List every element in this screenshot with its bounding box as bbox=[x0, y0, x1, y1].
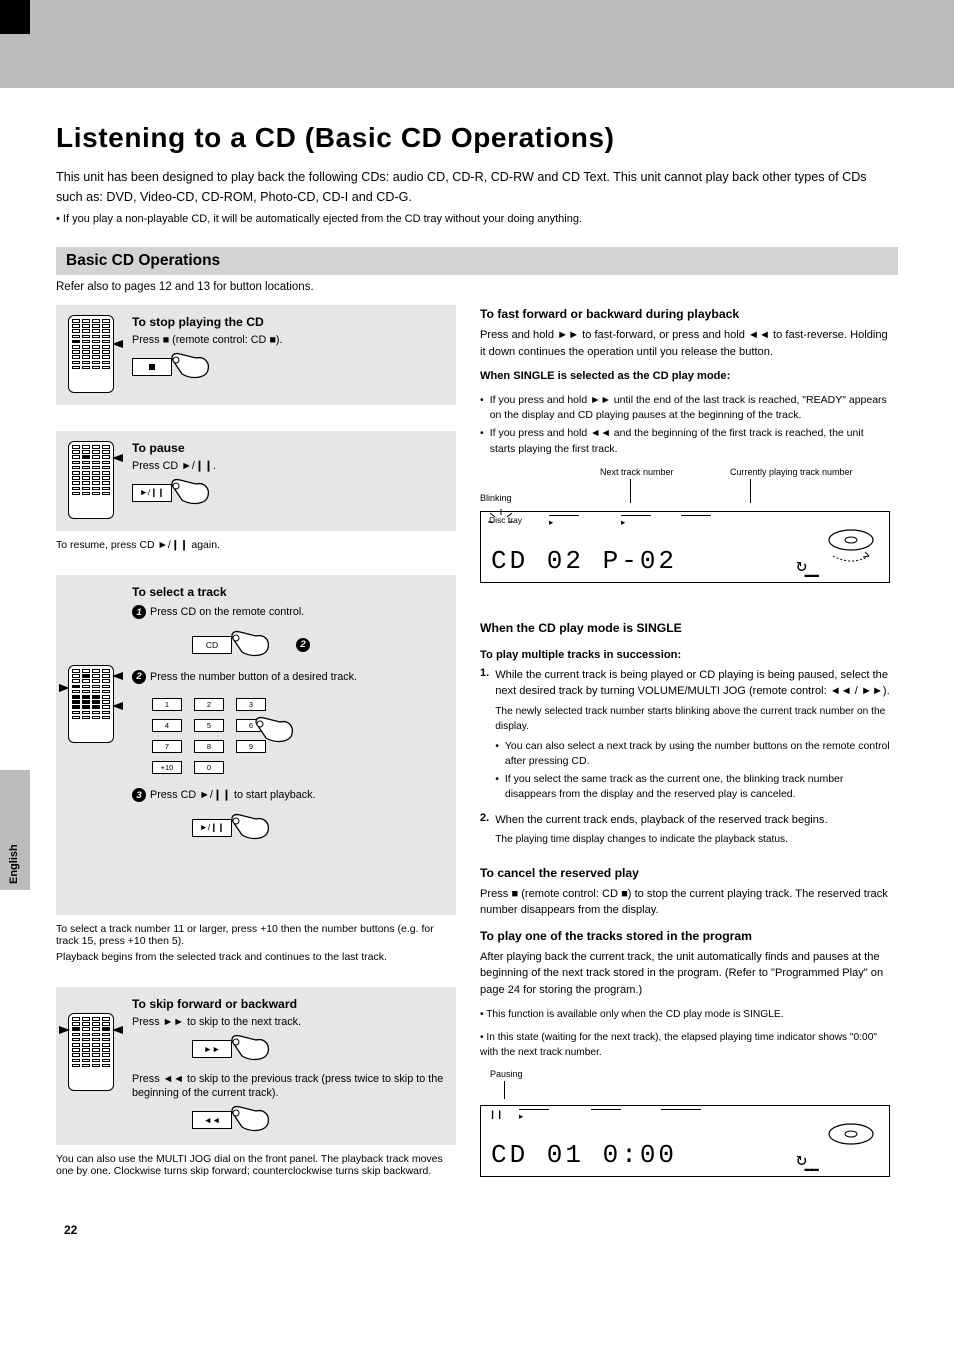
intro-text: This unit has been designed to play back… bbox=[56, 168, 896, 207]
step-num-icon: 3 bbox=[132, 788, 146, 802]
step-num-icon: 2 bbox=[296, 638, 310, 652]
key-2: 2 bbox=[194, 698, 224, 711]
disc-spin-icon bbox=[821, 1116, 881, 1166]
hand-icon bbox=[256, 716, 302, 746]
side-language-tab: English bbox=[0, 770, 30, 890]
select-heading: To select a track bbox=[132, 585, 444, 599]
key-5: 5 bbox=[194, 719, 224, 732]
step-num-icon: 1 bbox=[132, 605, 146, 619]
key-0: 0 bbox=[194, 761, 224, 774]
pause-box: To pause Press CD ►/❙❙. ►/❙❙ bbox=[56, 431, 456, 531]
single-heading: When the CD play mode is SINGLE bbox=[480, 621, 890, 635]
ff-bullet-1: If you press and hold ►► until the end o… bbox=[480, 393, 890, 423]
hand-icon bbox=[172, 352, 218, 382]
key-4: 4 bbox=[152, 719, 182, 732]
page-root: Listening to a CD (Basic CD Operations) … bbox=[0, 0, 954, 1237]
skip-line2: Press ◄◄ to skip to the previous track (… bbox=[132, 1072, 444, 1101]
page-title: Listening to a CD (Basic CD Operations) bbox=[56, 122, 898, 154]
number-keypad-icon: 1 2 3 4 5 6 7 8 9 +10 0 bbox=[152, 698, 266, 774]
stop-playing-box: To stop playing the CD Press ■ (remote c… bbox=[56, 305, 456, 405]
ff-body: Press and hold ►► to fast-forward, or pr… bbox=[480, 327, 890, 360]
skip-line1: Press ►► to skip to the next track. bbox=[132, 1015, 444, 1030]
cancel-heading: To cancel the reserved play bbox=[480, 866, 890, 880]
program-body: After playing back the current track, th… bbox=[480, 949, 890, 999]
display-panel-1-wrap: Next track number Currently playing trac… bbox=[480, 467, 890, 577]
arrow-icon bbox=[59, 684, 70, 692]
intro-note: • If you play a non-playable CD, it will… bbox=[56, 213, 898, 225]
arrow-icon bbox=[112, 454, 123, 462]
select-note1: To select a track number 11 or larger, p… bbox=[56, 923, 456, 947]
ff-sub: When SINGLE is selected as the CD play m… bbox=[480, 368, 890, 385]
top-band bbox=[0, 0, 954, 88]
lcd-display-icon: ❙❙ ▸ CD 01 0:00 ↻ ▬▬▬ bbox=[480, 1105, 890, 1177]
lcd-readout: CD 02 P-02 bbox=[491, 546, 677, 576]
hand-icon bbox=[172, 478, 218, 508]
display-panel-2-wrap: Pausing ❙❙ ▸ CD 01 0:00 ↻ ▬▬▬ bbox=[480, 1069, 890, 1159]
list-1c: You can also select a next track by usin… bbox=[495, 739, 890, 769]
left-column: To stop playing the CD Press ■ (remote c… bbox=[56, 305, 456, 1201]
select-step3: Press CD ►/❙❙ to start playback. bbox=[150, 788, 444, 803]
cancel-body: Press ■ (remote control: CD ■) to stop t… bbox=[480, 886, 890, 919]
callout-next-track: Next track number bbox=[600, 467, 674, 477]
key-7: 7 bbox=[152, 740, 182, 753]
key-8: 8 bbox=[194, 740, 224, 753]
page-number: 22 bbox=[56, 1219, 898, 1237]
hand-icon bbox=[232, 1034, 278, 1064]
program-heading: To play one of the tracks stored in the … bbox=[480, 929, 890, 943]
remote-icon bbox=[68, 1013, 114, 1091]
remote-icon bbox=[68, 315, 114, 393]
program-note2: • In this state (waiting for the next tr… bbox=[480, 1030, 890, 1061]
blink-rays-icon bbox=[486, 507, 516, 537]
list-2b: The playing time display changes to indi… bbox=[495, 832, 890, 847]
skip-note: You can also use the MULTI JOG dial on t… bbox=[56, 1153, 456, 1177]
select-track-box: To select a track 1 Press CD on the remo… bbox=[56, 575, 456, 915]
callout-blinking: Blinking bbox=[480, 493, 512, 503]
section-subtext: Refer also to pages 12 and 13 for button… bbox=[56, 281, 898, 293]
hand-icon bbox=[232, 1105, 278, 1135]
single-sub: To play multiple tracks in succession: bbox=[480, 649, 890, 661]
arrow-icon bbox=[112, 1026, 123, 1034]
skip-box: To skip forward or backward Press ►► to … bbox=[56, 987, 456, 1145]
lcd-display-icon: Disc tray ▸ ▸ CD 02 P-02 ↻ ▬▬▬ bbox=[480, 511, 890, 583]
list-1d: If you select the same track as the curr… bbox=[495, 772, 890, 802]
step-num-icon: 2 bbox=[132, 670, 146, 684]
corner-tab bbox=[0, 0, 30, 34]
right-column: To fast forward or backward during playb… bbox=[480, 305, 890, 1159]
arrow-icon bbox=[59, 1026, 70, 1034]
hand-icon bbox=[232, 813, 278, 843]
title-block: Listening to a CD (Basic CD Operations) … bbox=[0, 88, 954, 233]
hand-icon bbox=[232, 630, 278, 660]
stop-heading: To stop playing the CD bbox=[132, 315, 444, 329]
section-header: Basic CD Operations bbox=[56, 247, 898, 275]
two-column-layout: To stop playing the CD Press ■ (remote c… bbox=[0, 293, 954, 1201]
key-plus10: +10 bbox=[152, 761, 182, 774]
list-1b: The newly selected track number starts b… bbox=[495, 704, 890, 735]
disc-spin-icon bbox=[821, 522, 881, 572]
select-step1: Press CD on the remote control. bbox=[150, 605, 444, 620]
select-note2: Playback begins from the selected track … bbox=[56, 951, 456, 963]
arrow-icon bbox=[112, 672, 123, 680]
callout-pausing: Pausing bbox=[490, 1069, 523, 1079]
skip-heading: To skip forward or backward bbox=[132, 997, 444, 1011]
pause-heading: To pause bbox=[132, 441, 444, 455]
arrow-icon bbox=[112, 340, 123, 348]
select-step2: Press the number button of a desired tra… bbox=[150, 670, 444, 685]
remote-icon bbox=[68, 441, 114, 519]
callout-curr-track: Currently playing track number bbox=[730, 467, 853, 477]
remote-icon bbox=[68, 665, 114, 743]
arrow-icon bbox=[112, 702, 123, 710]
list-1: While the current track is being played … bbox=[495, 667, 890, 700]
pause-note: To resume, press CD ►/❙❙ again. bbox=[56, 539, 456, 551]
program-note1: • This function is available only when t… bbox=[480, 1007, 890, 1022]
ff-bullet-2: If you press and hold ◄◄ and the beginni… bbox=[480, 426, 890, 456]
side-label: English bbox=[8, 764, 20, 884]
key-1: 1 bbox=[152, 698, 182, 711]
list-2: When the current track ends, playback of… bbox=[495, 812, 890, 829]
footer: 22 bbox=[0, 1201, 954, 1237]
lcd-readout-2: CD 01 0:00 bbox=[491, 1140, 677, 1170]
ff-heading: To fast forward or backward during playb… bbox=[480, 307, 890, 321]
